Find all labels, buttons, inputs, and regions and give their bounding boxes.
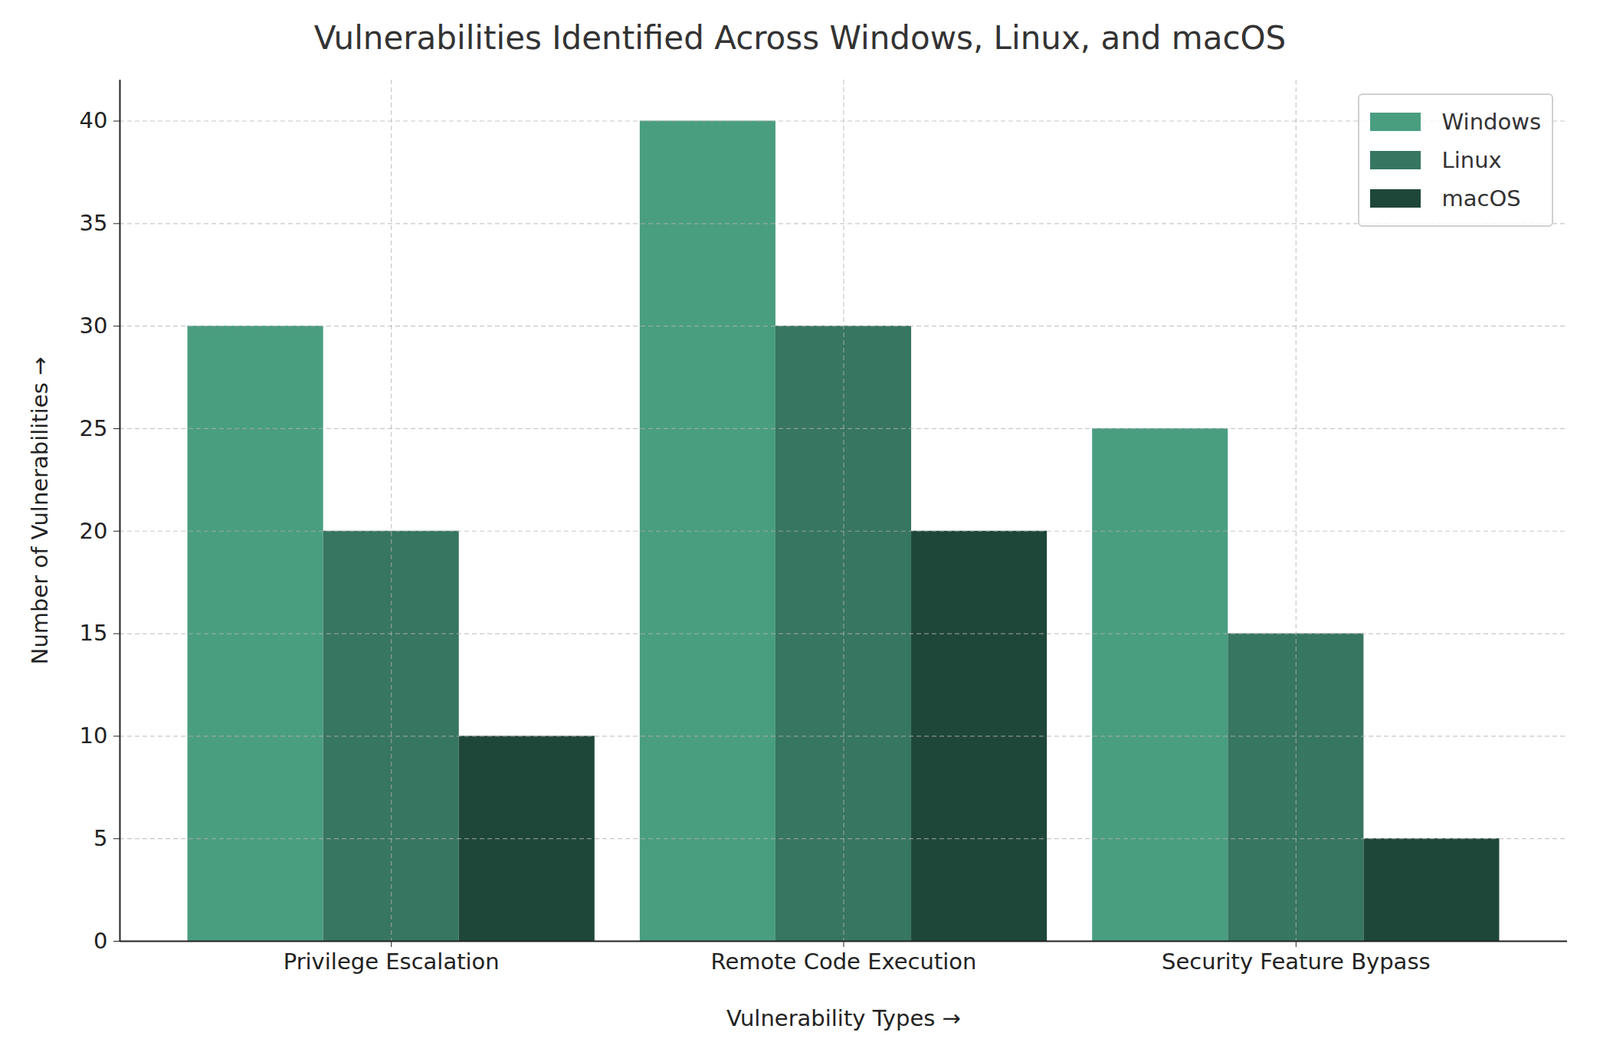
svg-text:10: 10 bbox=[79, 722, 109, 749]
svg-text:Number of Vulnerabilities →: Number of Vulnerabilities → bbox=[26, 357, 53, 666]
html-text:Linux: Linux bbox=[1441, 147, 1502, 174]
html-text:Vulnerabilities Identified Acr: Vulnerabilities Identified Across Window… bbox=[313, 19, 1287, 57]
svg-text:5: 5 bbox=[93, 825, 108, 852]
svg-text:Privilege Escalation: Privilege Escalation bbox=[283, 948, 500, 975]
svg-text:20: 20 bbox=[79, 518, 109, 545]
svg-text:0: 0 bbox=[93, 927, 108, 955]
svg-text:Remote Code Execution: Remote Code Execution bbox=[711, 948, 978, 975]
svg-text:30: 30 bbox=[79, 312, 109, 339]
html-text:Windows: Windows bbox=[1441, 108, 1541, 135]
svg-text:Security Feature Bypass: Security Feature Bypass bbox=[1161, 948, 1431, 975]
svg-text:Vulnerability Types →: Vulnerability Types → bbox=[726, 1005, 961, 1032]
svg-text:35: 35 bbox=[79, 209, 109, 237]
svg-text:25: 25 bbox=[79, 415, 109, 442]
html-text:macOS: macOS bbox=[1441, 185, 1521, 212]
svg-text:40: 40 bbox=[79, 107, 109, 134]
svg-text:15: 15 bbox=[79, 619, 109, 646]
